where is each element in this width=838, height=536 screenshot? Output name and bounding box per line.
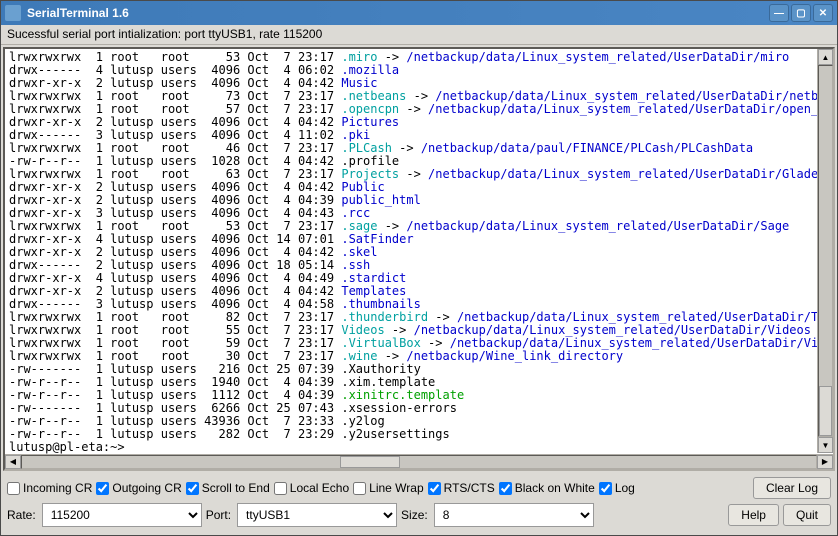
controls-panel: Incoming CR Outgoing CR Scroll to End Lo… bbox=[1, 473, 837, 535]
scroll-right-button[interactable]: ▶ bbox=[817, 455, 833, 469]
status-text: Sucessful serial port intialization: por… bbox=[7, 27, 322, 41]
app-window: SerialTerminal 1.6 — ▢ ✕ Sucessful seria… bbox=[0, 0, 838, 536]
outgoing-cr-check[interactable]: Outgoing CR bbox=[96, 481, 181, 495]
hscroll-thumb[interactable] bbox=[340, 456, 400, 468]
rate-label: Rate: bbox=[7, 508, 36, 522]
vertical-scrollbar[interactable]: ▲ ▼ bbox=[817, 49, 833, 453]
app-icon bbox=[5, 5, 21, 21]
size-label: Size: bbox=[401, 508, 428, 522]
rts-cts-check[interactable]: RTS/CTS bbox=[428, 481, 495, 495]
scroll-up-button[interactable]: ▲ bbox=[818, 49, 833, 65]
maximize-button[interactable]: ▢ bbox=[791, 4, 811, 22]
black-white-check[interactable]: Black on White bbox=[499, 481, 595, 495]
incoming-cr-check[interactable]: Incoming CR bbox=[7, 481, 92, 495]
vscroll-track[interactable] bbox=[818, 65, 833, 437]
local-echo-check[interactable]: Local Echo bbox=[274, 481, 349, 495]
minimize-button[interactable]: — bbox=[769, 4, 789, 22]
terminal-frame: lrwxrwxrwx 1 root root 53 Oct 7 23:17 .m… bbox=[3, 47, 835, 471]
close-button[interactable]: ✕ bbox=[813, 4, 833, 22]
hscroll-track[interactable] bbox=[21, 455, 817, 469]
terminal-output[interactable]: lrwxrwxrwx 1 root root 53 Oct 7 23:17 .m… bbox=[5, 49, 817, 454]
titlebar[interactable]: SerialTerminal 1.6 — ▢ ✕ bbox=[1, 1, 837, 25]
size-select[interactable]: 8 bbox=[434, 503, 594, 527]
port-label: Port: bbox=[206, 508, 231, 522]
rate-select[interactable]: 115200 bbox=[42, 503, 202, 527]
window-title: SerialTerminal 1.6 bbox=[27, 6, 129, 20]
scroll-left-button[interactable]: ◀ bbox=[5, 455, 21, 469]
port-select[interactable]: ttyUSB1 bbox=[237, 503, 397, 527]
scroll-end-check[interactable]: Scroll to End bbox=[186, 481, 270, 495]
vscroll-thumb[interactable] bbox=[819, 386, 832, 436]
line-wrap-check[interactable]: Line Wrap bbox=[353, 481, 423, 495]
horizontal-scrollbar[interactable]: ◀ ▶ bbox=[5, 454, 833, 469]
clear-log-button[interactable]: Clear Log bbox=[753, 477, 831, 499]
log-check[interactable]: Log bbox=[599, 481, 635, 495]
quit-button[interactable]: Quit bbox=[783, 504, 831, 526]
status-bar: Sucessful serial port intialization: por… bbox=[1, 25, 837, 45]
help-button[interactable]: Help bbox=[728, 504, 779, 526]
scroll-down-button[interactable]: ▼ bbox=[818, 437, 833, 453]
